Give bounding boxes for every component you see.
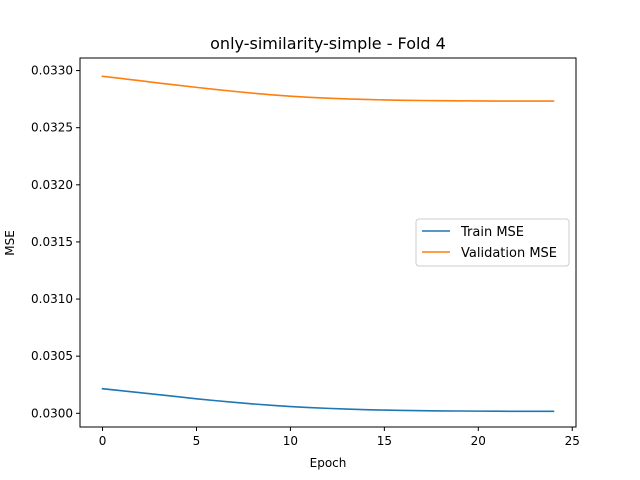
legend: Train MSE Validation MSE — [415, 218, 570, 267]
series-line-validation-mse — [101, 75, 555, 102]
y-tick-label: 0.0300 — [31, 406, 73, 420]
y-tick-label: 0.0305 — [31, 349, 73, 363]
x-tick-label: 5 — [193, 434, 201, 448]
y-axis-label: MSE — [3, 230, 17, 256]
x-tick-label: 0 — [99, 434, 107, 448]
x-tick-label: 15 — [377, 434, 392, 448]
series-layer — [101, 75, 555, 413]
y-tick-label: 0.0330 — [31, 64, 73, 78]
chart-title: only-similarity-simple - Fold 4 — [210, 34, 446, 53]
y-tick-label: 0.0325 — [31, 121, 73, 135]
x-axis-label: Epoch — [310, 456, 347, 470]
y-tick-label: 0.0315 — [31, 235, 73, 249]
y-tick-label: 0.0320 — [31, 178, 73, 192]
legend-label: Train MSE — [460, 225, 524, 240]
legend-box — [415, 218, 570, 267]
x-tick-label: 10 — [283, 434, 298, 448]
series-line-train-mse — [101, 387, 555, 413]
legend-label: Validation MSE — [461, 246, 557, 261]
x-tick-label: 20 — [471, 434, 486, 448]
x-axis-ticks: 0 5 10 15 20 25 — [99, 427, 580, 448]
y-tick-label: 0.0310 — [31, 292, 73, 306]
x-tick-label: 25 — [565, 434, 580, 448]
y-axis-ticks: 0.0300 0.0305 0.0310 0.0315 0.0320 0.0325 0.03… — [31, 64, 80, 420]
plot-frame — [79, 57, 577, 428]
